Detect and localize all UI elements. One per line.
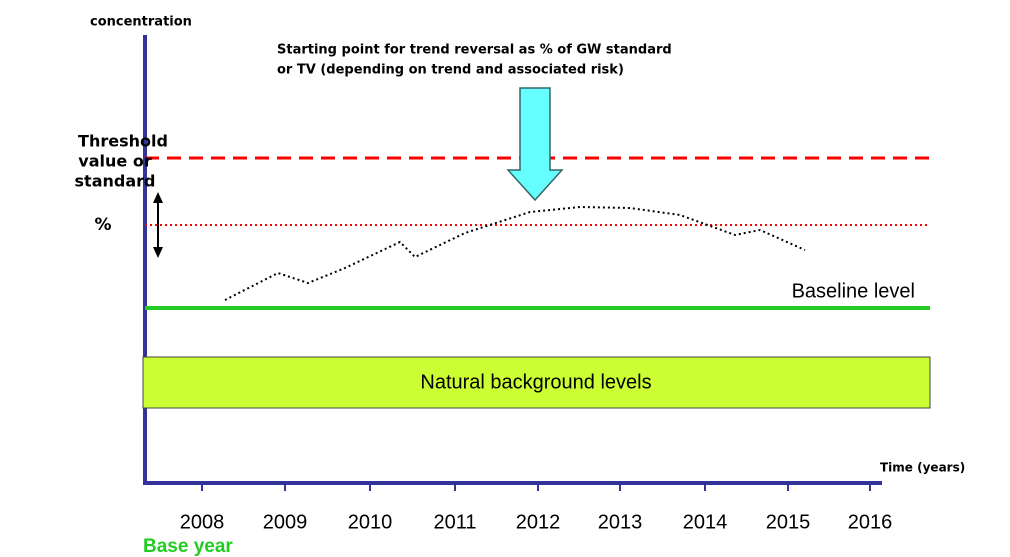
threshold-label: standard xyxy=(75,172,156,191)
background-label: Natural background levels xyxy=(420,371,651,393)
year-label: 2015 xyxy=(766,511,811,533)
x-ticks xyxy=(201,483,871,491)
year-label: 2010 xyxy=(348,511,393,533)
year-label: 2012 xyxy=(516,511,561,533)
double-arrow xyxy=(153,192,163,258)
year-label: 2008 xyxy=(180,511,225,533)
base-year-label: Base year xyxy=(143,536,233,557)
y-label: concentration xyxy=(90,15,192,30)
arrow xyxy=(506,87,564,202)
baseline-label: Baseline level xyxy=(792,280,915,302)
threshold-label: Threshold xyxy=(78,132,168,151)
percent-label: % xyxy=(94,215,111,235)
year-label: 2014 xyxy=(683,511,728,533)
trend-curve xyxy=(224,205,806,301)
background-box xyxy=(142,356,931,409)
year-label: 2016 xyxy=(848,511,893,533)
year-label: 2011 xyxy=(433,511,476,533)
annotation: Starting point for trend reversal as % o… xyxy=(277,43,672,58)
threshold-label: value or xyxy=(78,152,152,171)
x-label: Time (years) xyxy=(880,461,965,475)
annotation: or TV (depending on trend and associated… xyxy=(277,63,624,78)
year-label: 2013 xyxy=(598,511,643,533)
year-label: 2009 xyxy=(263,511,308,533)
